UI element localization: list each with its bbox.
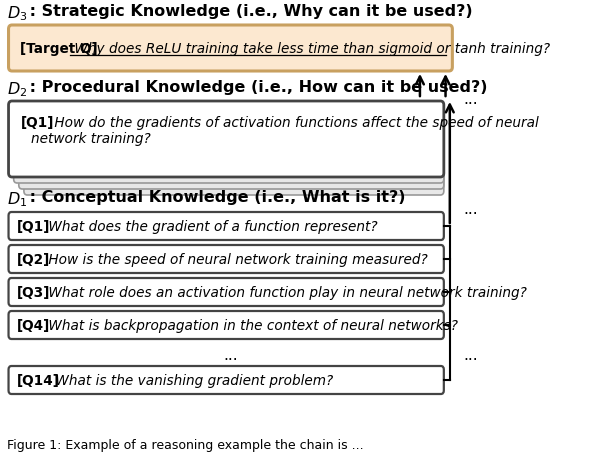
Text: What is backpropagation in the context of neural networks?: What is backpropagation in the context o… [44,318,458,332]
FancyBboxPatch shape [8,26,453,72]
Text: How is the speed of neural network training measured?: How is the speed of neural network train… [44,252,428,266]
Text: Figure 1: Example of a reasoning example the chain is ...: Figure 1: Example of a reasoning example… [7,438,363,451]
FancyBboxPatch shape [8,311,444,339]
Text: $D_2$: $D_2$ [7,80,27,99]
Text: How do the gradients of activation functions affect the speed of neural: How do the gradients of activation funct… [50,116,538,130]
FancyBboxPatch shape [14,108,444,184]
Text: Why does ReLU training take less time than sigmoid or tanh training?: Why does ReLU training take less time th… [70,42,550,56]
Text: [Q3]: [Q3] [17,285,51,299]
Text: : Conceptual Knowledge (i.e., What is it?): : Conceptual Knowledge (i.e., What is it… [24,190,405,205]
FancyBboxPatch shape [8,246,444,274]
Text: : Procedural Knowledge (i.e., How can it be used?): : Procedural Knowledge (i.e., How can it… [24,80,487,95]
FancyBboxPatch shape [8,213,444,241]
Text: [Q1]: [Q1] [21,116,54,130]
Text: ...: ... [464,347,478,362]
Text: What role does an activation function play in neural network training?: What role does an activation function pl… [44,285,527,299]
Text: What is the vanishing gradient problem?: What is the vanishing gradient problem? [51,373,333,387]
Text: [Q4]: [Q4] [17,318,50,332]
Text: [Q2]: [Q2] [17,252,50,266]
Text: : Strategic Knowledge (i.e., Why can it be used?): : Strategic Knowledge (i.e., Why can it … [24,4,473,19]
Text: [Q14]: [Q14] [17,373,60,387]
FancyBboxPatch shape [19,114,444,190]
Text: network training?: network training? [31,132,150,146]
FancyBboxPatch shape [8,366,444,394]
Text: What does the gradient of a function represent?: What does the gradient of a function rep… [44,219,378,234]
Text: ...: ... [223,347,238,362]
Text: ...: ... [464,202,478,217]
Text: $D_3$: $D_3$ [7,4,27,22]
Text: $D_1$: $D_1$ [7,190,27,208]
Text: ...: ... [464,92,478,107]
Text: [Q1]: [Q1] [17,219,51,234]
Text: [Target Q]: [Target Q] [21,42,98,56]
FancyBboxPatch shape [8,279,444,306]
FancyBboxPatch shape [8,102,444,178]
FancyBboxPatch shape [24,120,444,196]
